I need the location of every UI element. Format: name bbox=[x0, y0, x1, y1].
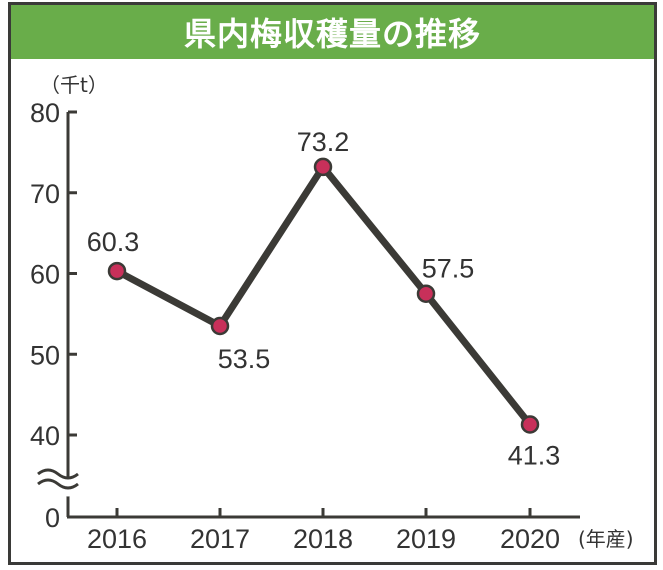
y-tick-label: 40 bbox=[30, 421, 60, 451]
data-label: 73.2 bbox=[297, 127, 350, 157]
x-tick-label: 2017 bbox=[190, 524, 250, 554]
x-tick-label: 2016 bbox=[87, 524, 147, 554]
axis-break-icon bbox=[37, 468, 79, 480]
axis-break-icon bbox=[37, 478, 79, 490]
data-label: 41.3 bbox=[508, 441, 561, 471]
y-tick-label: 0 bbox=[45, 503, 60, 533]
data-point bbox=[107, 261, 127, 281]
x-axis-unit: (年産) bbox=[578, 527, 634, 551]
data-point bbox=[210, 316, 230, 336]
y-axis-unit: （千t） bbox=[40, 73, 108, 97]
data-label: 53.5 bbox=[218, 344, 271, 374]
y-tick-label: 70 bbox=[30, 179, 60, 209]
y-tick-label: 50 bbox=[30, 340, 60, 370]
data-label: 60.3 bbox=[87, 227, 140, 257]
y-tick-label: 60 bbox=[30, 260, 60, 290]
y-tick-label: 80 bbox=[30, 98, 60, 128]
x-tick-label: 2020 bbox=[500, 524, 560, 554]
chart-frame: 県内梅収穫量の推移 bbox=[8, 2, 657, 565]
axis-break-mask bbox=[35, 469, 81, 497]
data-point bbox=[313, 157, 333, 177]
series-line bbox=[115, 160, 533, 427]
data-label: 57.5 bbox=[422, 254, 475, 284]
data-point bbox=[416, 284, 436, 303]
data-point bbox=[520, 415, 540, 434]
x-tick-label: 2019 bbox=[396, 524, 456, 554]
chart-title: 県内梅収穫量の推移 bbox=[11, 5, 654, 59]
x-tick-label: 2018 bbox=[293, 524, 353, 554]
